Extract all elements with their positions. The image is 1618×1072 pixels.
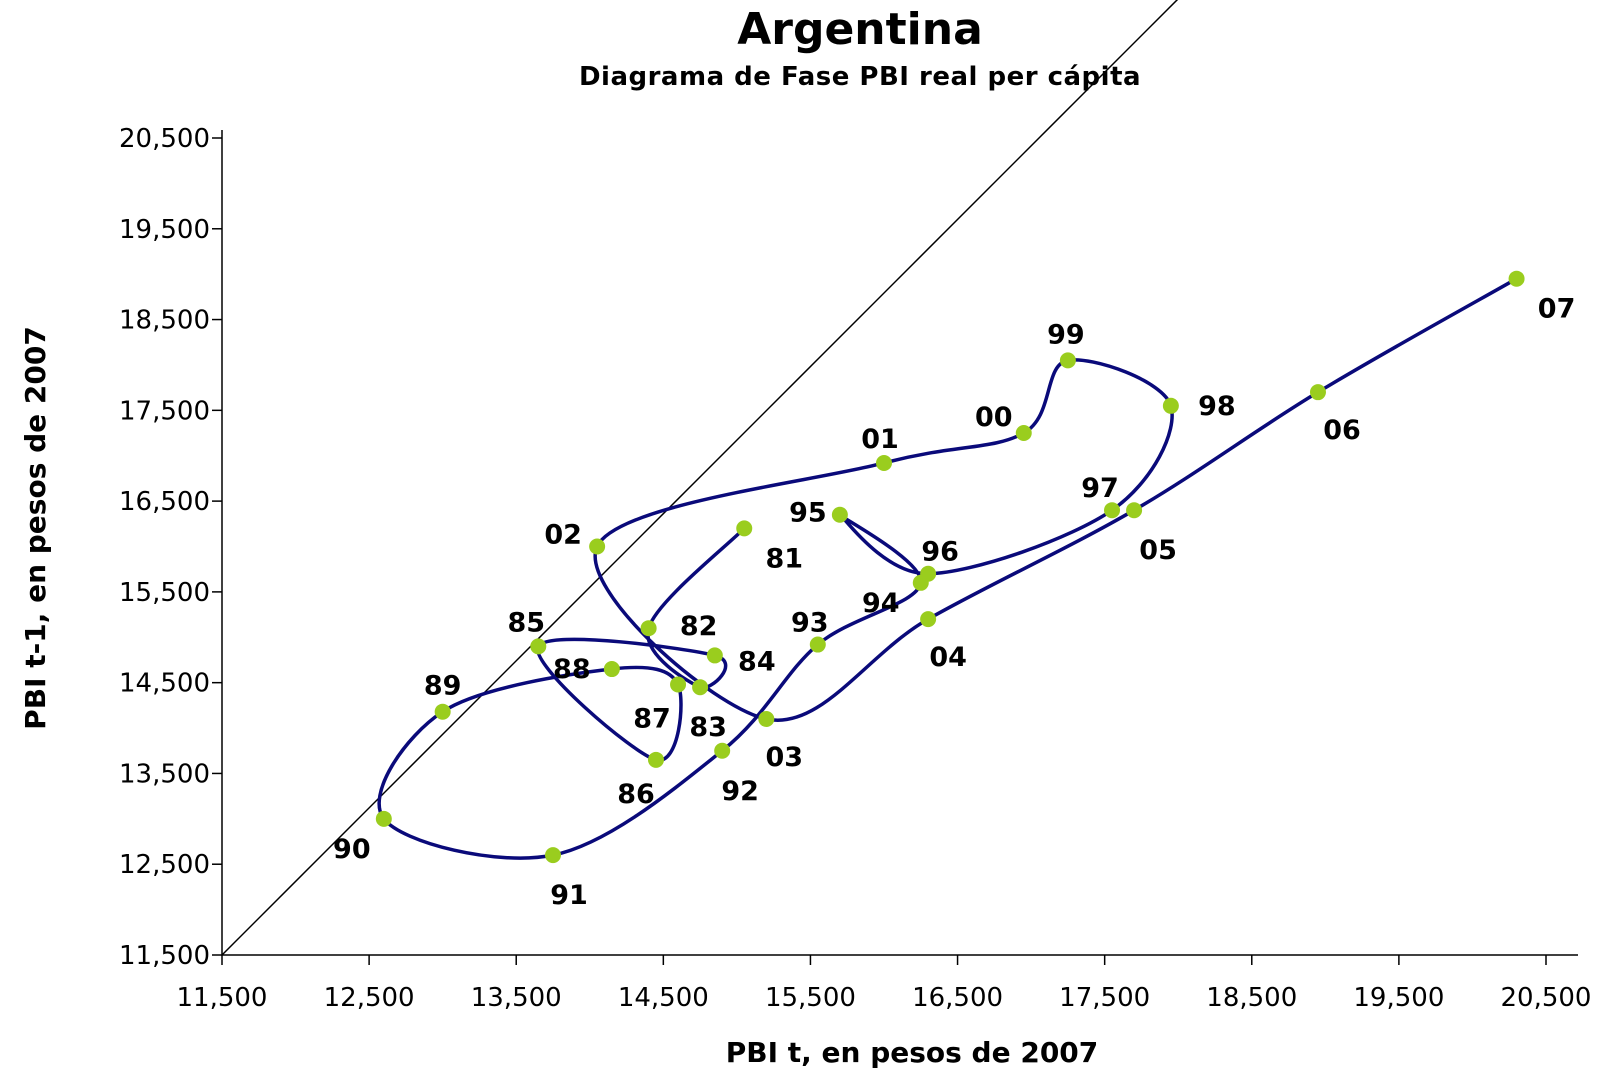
- point-label-02: 02: [544, 520, 582, 551]
- x-tick-label: 16,500: [912, 983, 1003, 1013]
- x-tick-label: 11,500: [177, 983, 268, 1013]
- data-point-98: [1162, 397, 1179, 414]
- data-point-99: [1059, 352, 1076, 369]
- point-label-87: 87: [633, 703, 671, 734]
- point-label-98: 98: [1198, 391, 1236, 422]
- data-point-03: [758, 710, 775, 727]
- point-label-95: 95: [789, 498, 827, 529]
- y-tick-label: 15,500: [119, 578, 210, 608]
- chart-title: Argentina: [737, 4, 983, 55]
- point-label-82: 82: [680, 611, 718, 642]
- y-axis-title: PBI t-1, en pesos de 2007: [19, 326, 52, 730]
- point-label-92: 92: [721, 776, 759, 807]
- y-tick-label: 11,500: [119, 941, 210, 971]
- data-point-81: [736, 520, 753, 537]
- x-tick-label: 20,500: [1501, 983, 1592, 1013]
- point-label-97: 97: [1081, 473, 1119, 504]
- point-label-93: 93: [791, 608, 829, 639]
- point-label-96: 96: [921, 537, 959, 568]
- y-tick-label: 18,500: [119, 306, 210, 336]
- axes: 11,500 12,500 13,500 14,500 15,500 16,500 17,5…: [119, 124, 1591, 1013]
- point-label-07: 07: [1538, 294, 1576, 325]
- data-point-88: [603, 661, 620, 678]
- data-point-83: [692, 679, 709, 696]
- x-axis-title: PBI t, en pesos de 2007: [726, 1036, 1099, 1069]
- point-label-83: 83: [689, 712, 727, 743]
- point-label-89: 89: [424, 671, 462, 702]
- y-tick-label: 16,500: [119, 487, 210, 517]
- point-label-00: 00: [975, 402, 1013, 433]
- data-point-04: [920, 611, 937, 628]
- point-label-90: 90: [333, 834, 371, 865]
- point-label-06: 06: [1323, 415, 1361, 446]
- data-point-93: [809, 636, 826, 653]
- data-points: [375, 270, 1525, 864]
- y-tick-label: 13,500: [119, 759, 210, 789]
- chart-subtitle: Diagrama de Fase PBI real per cápita: [578, 62, 1142, 92]
- data-point-92: [714, 742, 731, 759]
- data-point-05: [1126, 502, 1143, 519]
- x-tick-label: 14,500: [618, 983, 709, 1013]
- data-point-07: [1508, 270, 1525, 287]
- diagonal-reference-line: [221, 0, 1179, 956]
- point-label-86: 86: [617, 779, 655, 810]
- point-label-91: 91: [550, 880, 588, 911]
- x-tick-label: 18,500: [1206, 983, 1297, 1013]
- x-tick-label: 19,500: [1353, 983, 1444, 1013]
- y-tick-label: 17,500: [119, 396, 210, 426]
- point-label-99: 99: [1047, 319, 1085, 350]
- data-point-01: [876, 454, 892, 471]
- data-point-82: [640, 620, 657, 637]
- x-tick-label: 13,500: [471, 983, 562, 1013]
- series-line: [377, 277, 1518, 860]
- x-tick-label: 15,500: [765, 983, 856, 1013]
- y-tick-label: 20,500: [119, 124, 210, 154]
- data-point-06: [1309, 384, 1326, 401]
- x-tick-label: 12,500: [324, 983, 415, 1013]
- data-point-00: [1015, 425, 1032, 442]
- x-tick-label: 17,500: [1059, 983, 1150, 1013]
- data-point-02: [589, 538, 606, 555]
- point-label-85: 85: [507, 607, 545, 638]
- point-label-94: 94: [862, 588, 900, 619]
- point-label-03: 03: [766, 742, 804, 773]
- data-point-90: [375, 810, 392, 827]
- point-label-88: 88: [553, 654, 591, 685]
- data-point-86: [647, 751, 664, 768]
- y-tick-label: 19,500: [119, 215, 210, 245]
- point-label-01: 01: [861, 424, 899, 455]
- data-point-96: [920, 565, 937, 582]
- data-point-84: [706, 647, 723, 664]
- point-labels: 81 82 83 84 85 86 87 88 89 90 91 92 93 94 95 96 97 98 99 00…: [333, 294, 1575, 911]
- data-point-85: [530, 638, 547, 655]
- point-label-81: 81: [765, 543, 803, 574]
- data-point-91: [545, 847, 561, 864]
- point-label-84: 84: [738, 646, 776, 677]
- point-label-04: 04: [929, 642, 967, 673]
- data-point-97: [1104, 502, 1121, 519]
- y-tick-label: 14,500: [119, 669, 210, 699]
- data-point-89: [434, 703, 451, 720]
- data-point-87: [670, 676, 687, 693]
- point-label-05: 05: [1139, 535, 1177, 566]
- y-tick-label: 12,500: [119, 850, 210, 880]
- data-point-95: [831, 506, 848, 523]
